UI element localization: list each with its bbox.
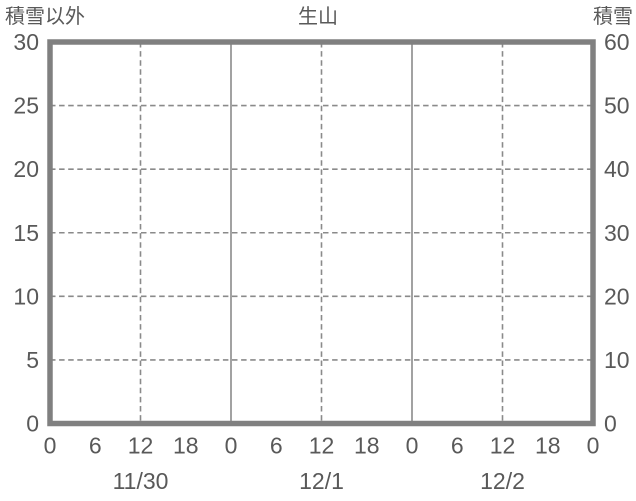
plot-border <box>47 39 596 427</box>
right-axis-tick-label-10: 10 <box>604 347 630 373</box>
chart-title: 生山 <box>298 6 338 28</box>
x-axis-hour-label-8: 0 <box>406 433 419 459</box>
x-axis-hour-label-12: 0 <box>587 433 600 459</box>
left-axis-tick-label-5: 5 <box>26 347 39 373</box>
x-axis-hour-label-1: 6 <box>89 433 102 459</box>
right-axis-tick-label-20: 20 <box>604 283 630 309</box>
x-axis-hour-label-2: 12 <box>128 433 154 459</box>
left-axis-title: 積雪以外 <box>5 6 85 28</box>
x-axis-hour-label-10: 12 <box>490 433 516 459</box>
right-axis-tick-label-40: 40 <box>604 156 630 182</box>
x-axis-hour-label-7: 18 <box>354 433 380 459</box>
x-axis-date-label-1: 12/1 <box>299 468 344 494</box>
x-axis-hour-label-0: 0 <box>44 433 57 459</box>
right-axis-tick-label-50: 50 <box>604 93 630 119</box>
left-axis-tick-label-0: 0 <box>26 411 39 437</box>
x-axis-hour-label-4: 0 <box>225 433 238 459</box>
right-axis-tick-label-0: 0 <box>604 411 617 437</box>
x-axis-hour-label-3: 18 <box>173 433 199 459</box>
left-axis-tick-label-10: 10 <box>13 283 39 309</box>
right-axis-tick-label-30: 30 <box>604 220 630 246</box>
left-axis-tick-label-25: 25 <box>13 93 39 119</box>
x-axis-hour-label-6: 12 <box>309 433 335 459</box>
left-axis-tick-label-20: 20 <box>13 156 39 182</box>
right-axis-title: 積雪 <box>593 6 633 28</box>
x-axis-date-label-0: 11/30 <box>113 468 169 494</box>
x-axis-hour-label-9: 6 <box>451 433 464 459</box>
right-axis-tick-label-60: 60 <box>604 29 630 55</box>
left-axis-tick-label-15: 15 <box>13 220 39 246</box>
x-axis-hour-label-11: 18 <box>535 433 561 459</box>
left-axis-tick-label-30: 30 <box>13 29 39 55</box>
x-axis-hour-label-5: 6 <box>270 433 283 459</box>
x-axis-date-label-2: 12/2 <box>480 468 525 494</box>
